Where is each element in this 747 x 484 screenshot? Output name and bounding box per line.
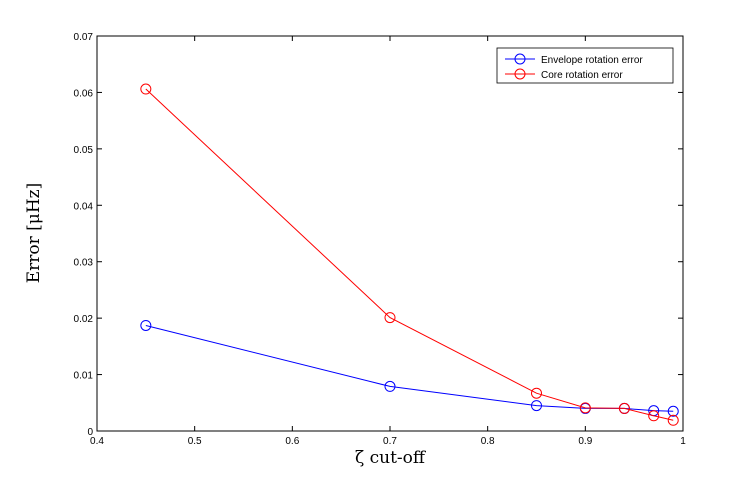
y-tick-label: 0.04	[74, 201, 94, 212]
series-1	[140, 83, 679, 426]
x-tick-label: 0.4	[90, 436, 104, 447]
y-tick-label: 0.03	[74, 258, 94, 269]
data-point	[618, 402, 630, 414]
y-tick-label: 0.02	[74, 314, 94, 325]
data-point	[384, 380, 396, 392]
series-line	[145, 88, 674, 421]
data-point	[140, 83, 152, 95]
x-tick-label: 0.8	[481, 436, 495, 447]
legend-entry-core: Core rotation error	[505, 68, 623, 81]
legend-box	[496, 47, 674, 84]
y-tick-label: 0	[87, 427, 93, 438]
legend-entry-envelope: Envelope rotation error	[505, 53, 643, 66]
data-point	[384, 312, 396, 324]
x-tick-label: 0.5	[188, 436, 202, 447]
y-tick-label: 0.05	[74, 145, 94, 156]
data-point	[667, 405, 679, 417]
y-tick-label: 0.06	[74, 88, 94, 99]
legend: Envelope rotation error Core rotation er…	[496, 47, 674, 84]
series-layer	[140, 83, 679, 426]
x-axis-label: ζ cut-off	[355, 448, 427, 468]
y-tick-label: 0.01	[74, 371, 94, 382]
data-point	[667, 414, 679, 426]
x-tick-label: 0.7	[383, 436, 397, 447]
legend-marker-core	[514, 68, 526, 80]
plot-area	[96, 35, 684, 432]
legend-label-core: Core rotation error	[541, 70, 623, 81]
data-point	[531, 400, 542, 412]
x-tick-label: 0.6	[285, 436, 299, 447]
legend-marker-envelope	[514, 53, 526, 65]
x-axis-ticks: 0.4 0.5 0.6 0.7 0.8 0.9 1	[90, 36, 686, 447]
y-tick-label: 0.07	[74, 32, 94, 43]
legend-label-envelope: Envelope rotation error	[541, 55, 643, 66]
x-tick-label: 1	[680, 436, 686, 447]
x-tick-label: 0.9	[578, 436, 592, 447]
data-point	[648, 410, 660, 422]
data-point	[531, 387, 542, 399]
data-point	[140, 319, 152, 331]
data-point	[579, 402, 591, 414]
y-axis-ticks: 0 0.01 0.02 0.03 0.04 0.05 0.06 0.07	[74, 32, 683, 438]
y-axis-label: Error [μHz]	[24, 183, 44, 284]
